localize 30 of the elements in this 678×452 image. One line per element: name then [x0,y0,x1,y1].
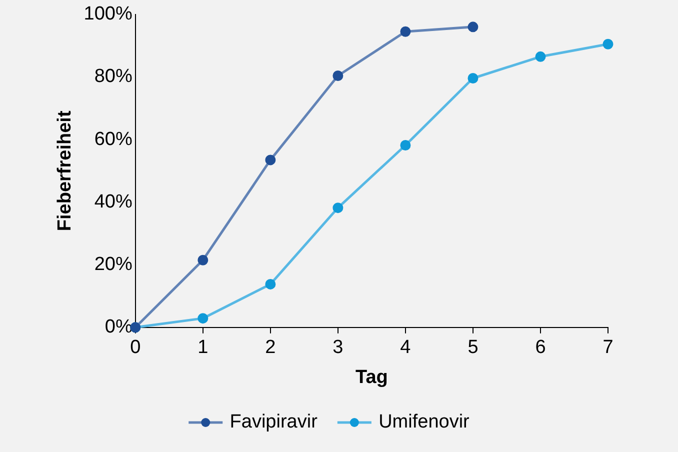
y-tick-label: 40% [94,191,132,212]
point [602,38,614,50]
x-tick-label: 3 [332,337,344,358]
point [332,202,344,214]
x-tick-label: 2 [265,337,276,358]
x-tick-label: 0 [130,337,141,358]
x-tick-label: 6 [535,337,546,358]
point [468,73,478,84]
legend-label: Favipiravir [198,412,318,433]
point [265,278,276,290]
point [265,154,276,166]
point [535,51,546,62]
point [198,254,208,266]
x-tick-label: 1 [198,337,208,358]
y-tick-label: 100% [84,4,132,25]
y-tick-label: 20% [94,254,132,276]
y-tick-label: 80% [94,66,132,88]
x-tick-label: 4 [400,337,412,358]
y-tick-label: 0% [104,316,132,338]
y-tick-label: 60% [94,128,132,150]
x-axis-title: Tag [356,366,388,388]
point [198,313,208,324]
point [332,70,344,81]
y-axis-title: Fieberfreiheit [54,110,76,232]
legend-label: Umifenovir [346,412,470,433]
point [468,22,478,32]
point [400,26,411,37]
x-tick-label: 7 [602,337,614,358]
x-tick-label: 5 [468,337,478,358]
point [400,140,411,150]
